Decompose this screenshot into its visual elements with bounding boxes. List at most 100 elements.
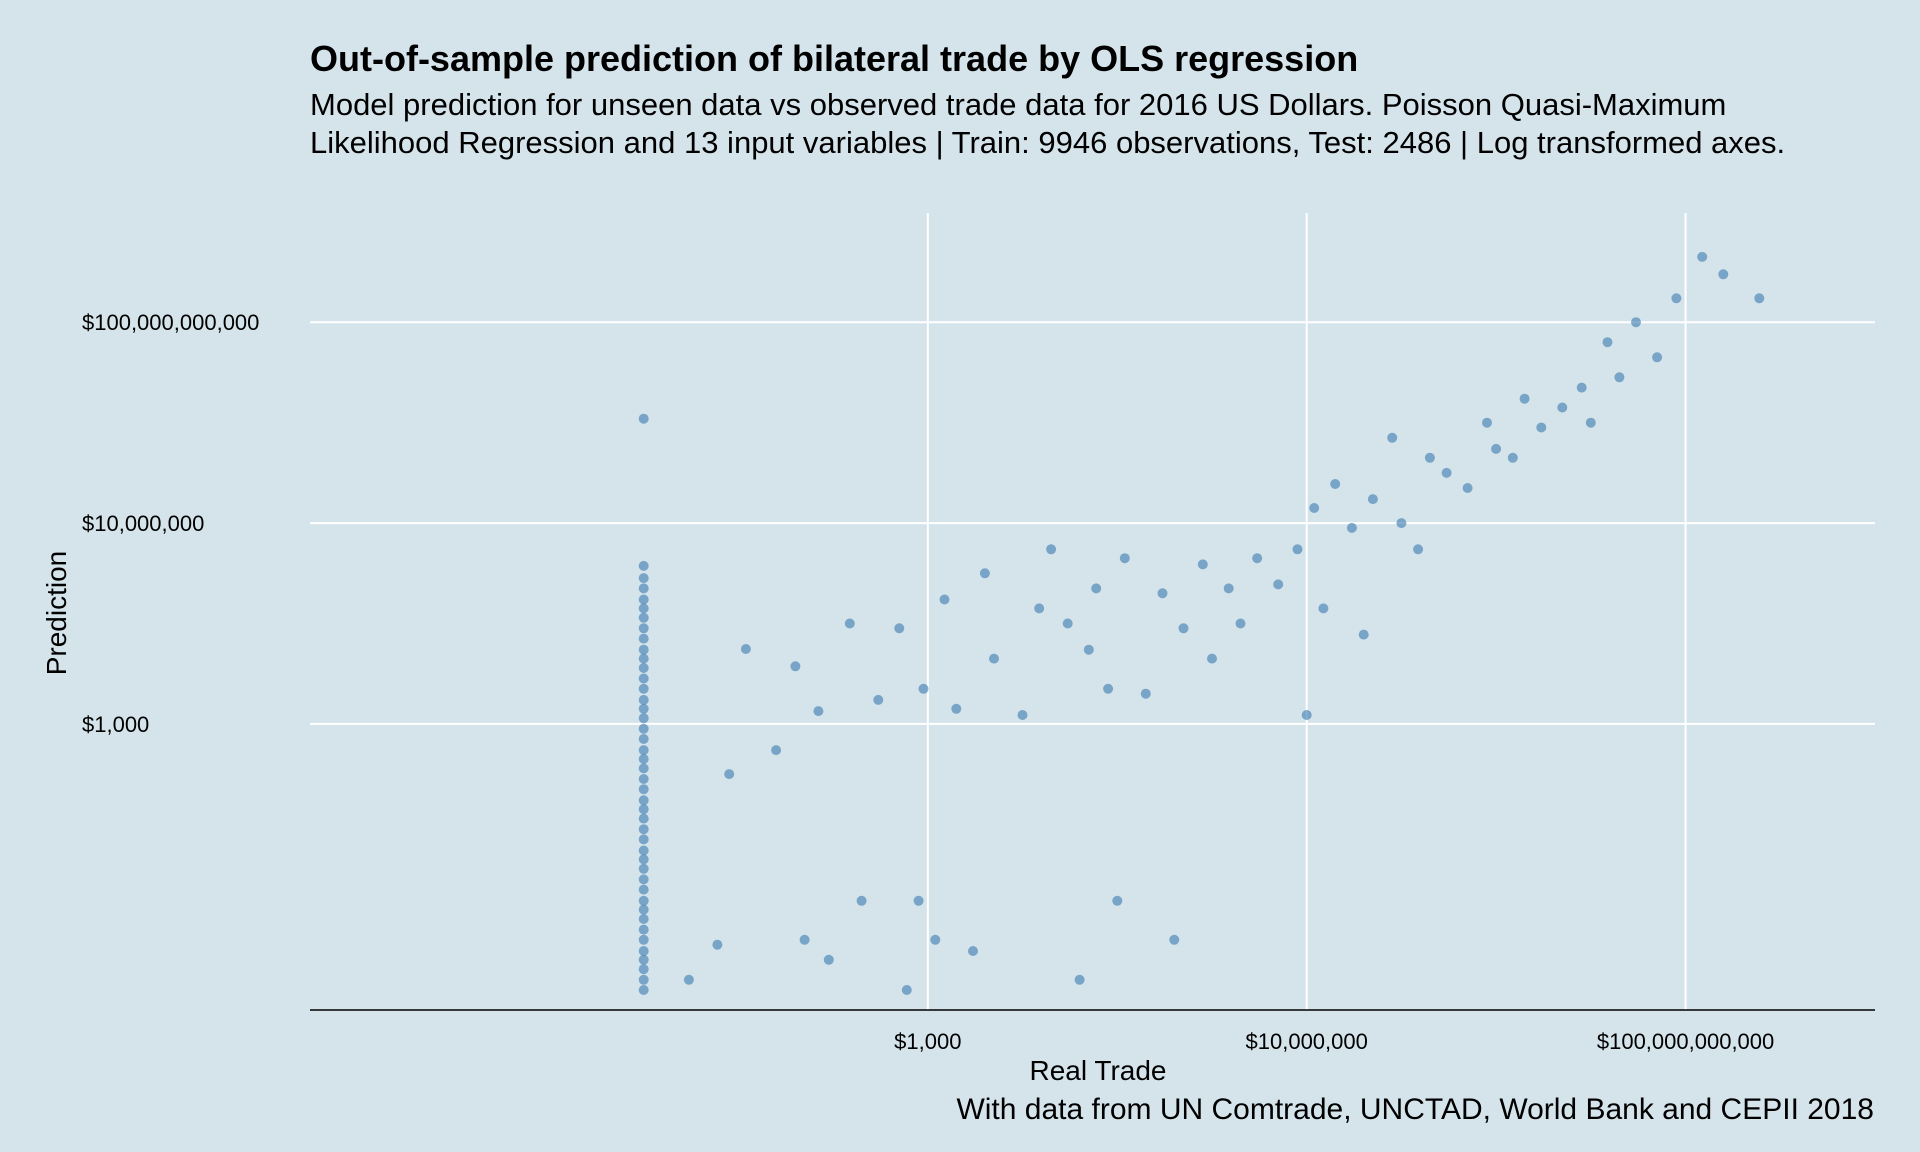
data-point <box>823 954 834 965</box>
data-point <box>1091 583 1102 594</box>
data-point <box>901 985 912 995</box>
data-point <box>638 633 649 644</box>
data-point <box>844 618 855 629</box>
chart-subtitle: Model prediction for unseen data vs obse… <box>310 87 1786 160</box>
data-point <box>638 934 649 945</box>
data-point <box>638 723 649 734</box>
data-point <box>638 924 649 935</box>
data-point <box>1062 618 1073 629</box>
data-point <box>638 663 649 673</box>
data-point <box>989 653 999 664</box>
y-axis-ticks: $1,000 $10,000,000 $100,000,000,000 <box>82 310 259 737</box>
data-point <box>1557 402 1568 413</box>
data-point <box>638 895 649 906</box>
data-point <box>1671 293 1682 304</box>
data-point <box>1292 544 1303 555</box>
data-point <box>1441 467 1452 478</box>
data-point <box>1119 553 1130 564</box>
data-point <box>771 745 782 756</box>
data-point <box>683 974 694 985</box>
data-point <box>638 854 649 865</box>
data-point <box>1367 494 1378 505</box>
data-point <box>1309 503 1320 513</box>
data-point <box>638 612 649 623</box>
data-point <box>638 824 649 835</box>
data-point <box>638 754 649 764</box>
data-point <box>638 573 649 584</box>
data-point <box>638 673 649 684</box>
data-point <box>638 594 649 605</box>
data-point <box>638 763 649 774</box>
data-point <box>894 623 905 634</box>
data-point <box>1112 895 1123 906</box>
grid-lines <box>310 213 1875 1010</box>
data-point <box>1178 623 1189 634</box>
data-point <box>939 594 950 605</box>
x-axis-title: Real Trade <box>1030 1055 1167 1086</box>
data-point <box>930 934 941 945</box>
data-point <box>1169 934 1180 945</box>
data-points <box>638 251 1765 995</box>
data-point <box>638 713 649 724</box>
data-point <box>1396 518 1407 529</box>
data-point <box>1207 653 1217 664</box>
data-point <box>1046 544 1057 555</box>
data-point <box>1697 251 1708 262</box>
y-tick-label: $100,000,000,000 <box>82 310 259 335</box>
data-point <box>1318 603 1329 614</box>
data-point <box>1083 644 1094 655</box>
data-point <box>790 661 801 672</box>
data-point <box>1413 544 1424 555</box>
data-point <box>1103 683 1114 694</box>
data-point <box>638 813 649 824</box>
data-point <box>1140 688 1151 699</box>
data-point <box>638 904 649 915</box>
data-point <box>951 703 962 714</box>
data-point <box>638 560 649 571</box>
data-point <box>1157 588 1168 599</box>
data-point <box>724 769 735 780</box>
data-point <box>638 703 649 714</box>
data-point <box>1017 710 1028 720</box>
data-point <box>1576 382 1587 393</box>
data-point <box>1424 452 1435 463</box>
data-point <box>1462 483 1473 493</box>
data-point <box>1507 452 1518 463</box>
data-point <box>1197 559 1208 570</box>
data-point <box>1301 710 1312 720</box>
data-point <box>638 946 649 956</box>
data-point <box>979 568 990 579</box>
data-point <box>638 683 649 694</box>
data-point <box>1754 293 1765 304</box>
data-point <box>638 845 649 856</box>
data-point <box>873 694 884 705</box>
data-point <box>638 874 649 885</box>
y-tick-label: $10,000,000 <box>82 511 204 536</box>
data-point <box>1536 422 1547 433</box>
data-point <box>1223 583 1234 594</box>
data-point <box>638 774 649 784</box>
data-point <box>1387 432 1398 443</box>
data-point <box>638 834 649 845</box>
data-point <box>1482 417 1492 428</box>
data-point <box>856 895 867 906</box>
data-point <box>638 954 649 965</box>
data-point <box>1585 417 1596 428</box>
data-point <box>638 583 649 594</box>
data-point <box>1491 443 1502 454</box>
data-point <box>638 914 649 924</box>
data-point <box>1252 553 1263 564</box>
data-point <box>638 884 649 895</box>
data-point <box>1602 337 1613 348</box>
data-point <box>638 964 649 975</box>
y-tick-label: $1,000 <box>82 712 149 737</box>
data-point <box>638 603 649 614</box>
data-point <box>638 795 649 806</box>
data-point <box>638 694 649 705</box>
y-axis-title: Prediction <box>41 551 72 676</box>
data-point <box>1718 269 1729 280</box>
data-point <box>638 413 649 424</box>
data-point <box>638 623 649 634</box>
data-point <box>1273 579 1284 590</box>
data-point <box>799 934 810 945</box>
